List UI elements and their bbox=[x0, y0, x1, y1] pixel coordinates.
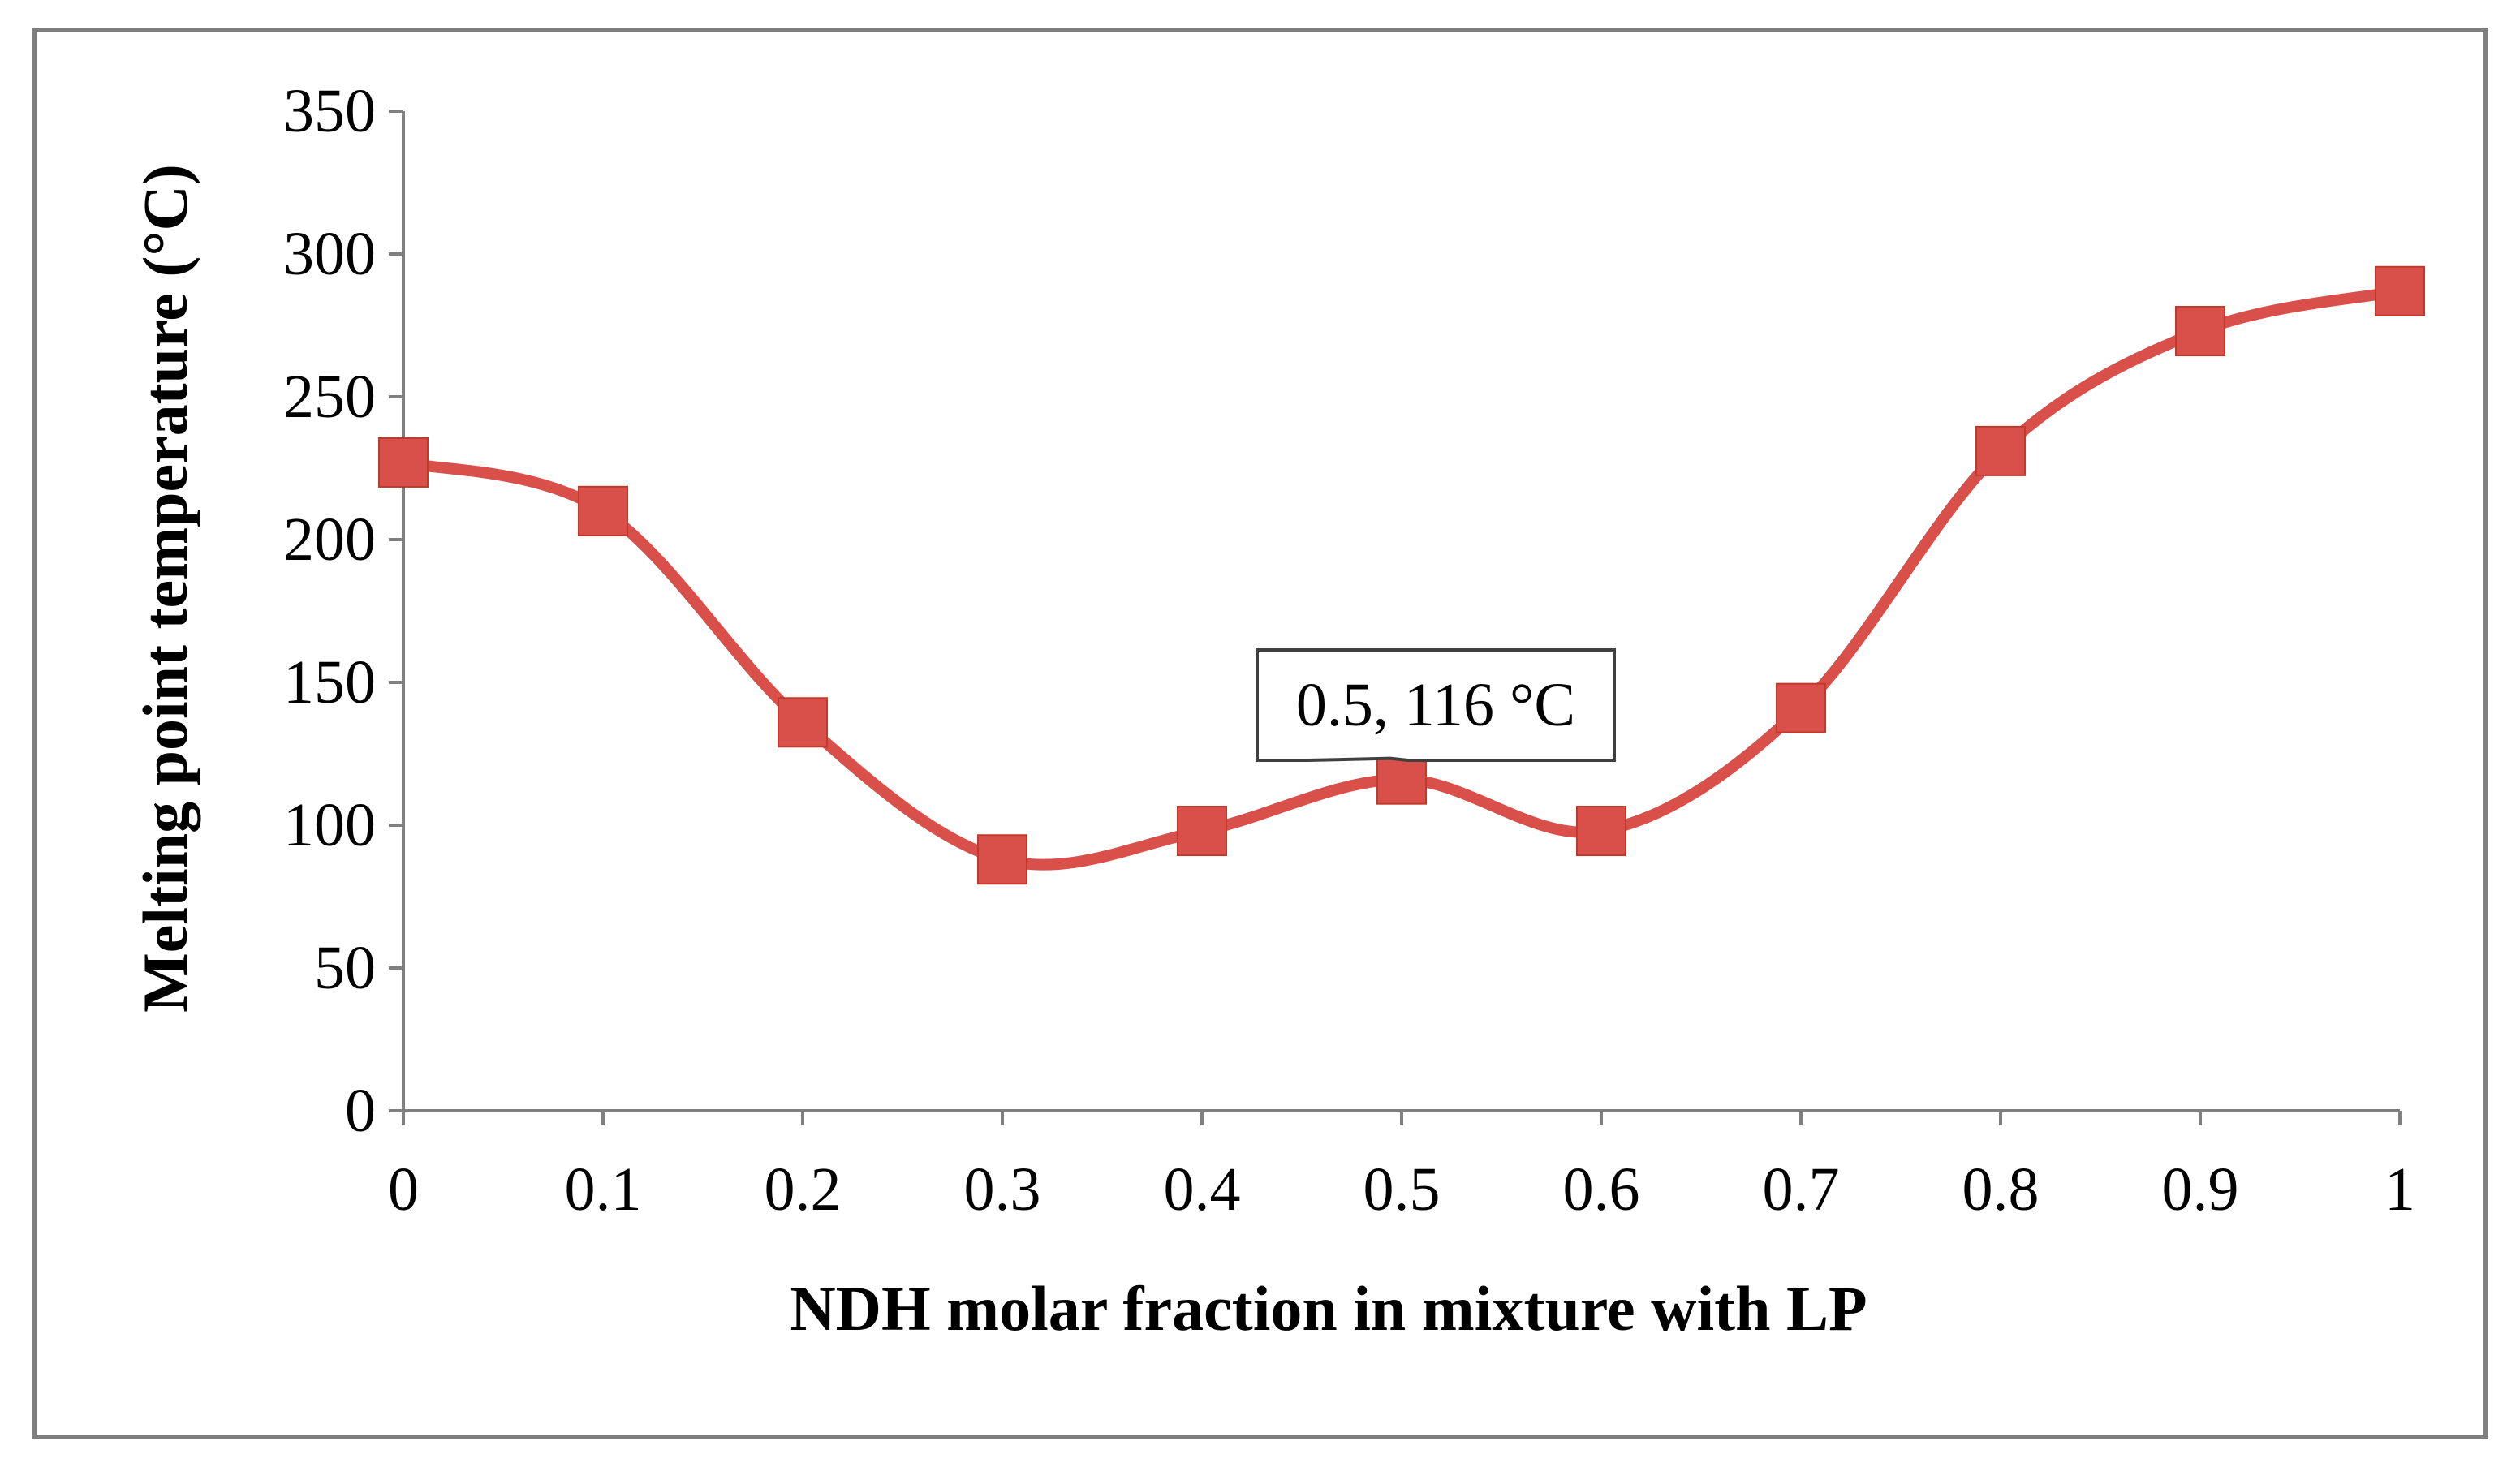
x-tick-label: 0.7 bbox=[1763, 1155, 1840, 1224]
data-point-marker bbox=[1177, 806, 1227, 857]
data-point-marker bbox=[2375, 265, 2425, 316]
y-tick-label: 300 bbox=[283, 220, 376, 288]
x-tick-label: 0.5 bbox=[1363, 1155, 1441, 1224]
y-tick-label: 0 bbox=[345, 1077, 376, 1145]
y-axis-title: Melting point temperature (°C) bbox=[130, 164, 200, 1013]
x-tick-label: 0.8 bbox=[1962, 1155, 2040, 1224]
x-axis-title: NDH molar fraction in mixture with LP bbox=[790, 1273, 1867, 1344]
data-callout-box bbox=[1256, 648, 1616, 762]
y-tick-label: 350 bbox=[283, 77, 376, 145]
data-point-marker bbox=[2175, 306, 2225, 357]
x-tick-label: 0.4 bbox=[1164, 1155, 1241, 1224]
x-tick-label: 0.6 bbox=[1563, 1155, 1640, 1224]
x-tick-label: 0.2 bbox=[765, 1155, 842, 1224]
x-tick-label: 1 bbox=[2384, 1155, 2415, 1224]
data-point-marker bbox=[977, 834, 1027, 885]
series-layer bbox=[378, 265, 2425, 885]
data-point-marker bbox=[1776, 682, 1826, 734]
data-point-marker bbox=[778, 697, 828, 748]
y-tick-label: 200 bbox=[283, 505, 376, 574]
callout-layer: 0.5, 116 °C bbox=[1256, 648, 1616, 762]
y-tick-label: 100 bbox=[283, 791, 376, 859]
x-tick-label: 0 bbox=[388, 1155, 419, 1224]
data-point-marker bbox=[1376, 754, 1427, 805]
x-tick-label: 0.9 bbox=[2162, 1155, 2239, 1224]
y-tick-label: 50 bbox=[314, 934, 376, 1002]
x-tick-label: 0.3 bbox=[964, 1155, 1041, 1224]
chart-frame: 0 50 100 150 200 250 300 350 0 0.1 0.2 0.3 0.4 0.5 0.6… bbox=[32, 28, 2488, 1439]
x-tick-label: 0.1 bbox=[565, 1155, 642, 1224]
data-point-marker bbox=[1975, 425, 2026, 476]
data-point-marker bbox=[1576, 806, 1626, 857]
axes: 0 50 100 150 200 250 300 350 0 0.1 0.2 0.3 0.4 0.5 0.6… bbox=[283, 77, 2415, 1224]
data-point-marker bbox=[578, 485, 628, 536]
y-tick-label: 150 bbox=[283, 648, 376, 716]
chart-canvas: 0 50 100 150 200 250 300 350 0 0.1 0.2 0.3 0.4 0.5 0.6… bbox=[130, 77, 2425, 1344]
data-point-marker bbox=[378, 437, 429, 488]
data-callout-label: 0.5, 116 °C bbox=[1296, 671, 1575, 739]
y-tick-label: 250 bbox=[283, 363, 376, 431]
